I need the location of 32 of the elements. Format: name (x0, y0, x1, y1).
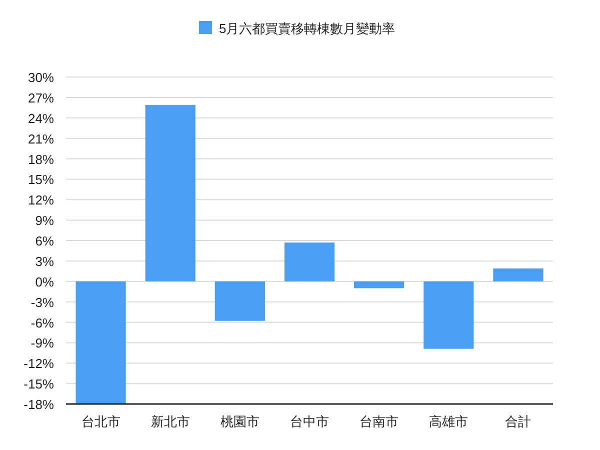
y-tick-label: 21% (28, 131, 54, 146)
x-tick-label: 台南市 (360, 414, 399, 429)
x-tick-label: 高雄市 (429, 414, 468, 429)
y-tick-label: -12% (24, 356, 54, 372)
y-tick-label: -15% (24, 376, 54, 392)
bar (214, 281, 265, 321)
y-tick-label: 24% (28, 110, 54, 126)
bar (354, 281, 404, 288)
y-tick-label: 15% (28, 172, 54, 188)
x-tick-label: 台中市 (290, 414, 329, 429)
legend-label: 5月六都買賣移轉棟數月變動率 (219, 21, 396, 36)
y-tick-label: 30% (28, 70, 54, 85)
x-tick-label: 合計 (505, 414, 532, 429)
y-tick-label: -9% (30, 336, 54, 351)
y-tick-label: 6% (35, 234, 54, 248)
x-tick-label: 新北市 (150, 414, 190, 429)
bar (284, 242, 335, 282)
y-tick-label: 0% (35, 274, 54, 290)
y-tick-label: 12% (28, 192, 54, 208)
bar (493, 268, 544, 282)
x-tick-label: 桃園市 (220, 414, 260, 429)
y-tick-label: 3% (35, 254, 54, 269)
y-tick-label: 18% (28, 152, 54, 167)
bar (76, 281, 126, 404)
y-tick-label: 9% (35, 213, 54, 228)
bar (424, 281, 474, 349)
y-tick-label: -6% (30, 315, 54, 330)
y-tick-label: 27% (28, 90, 54, 106)
y-tick-label: -3% (30, 294, 54, 310)
bar (145, 104, 196, 282)
y-tick-label: -18% (24, 397, 54, 412)
x-tick-label: 台北市 (81, 414, 120, 429)
